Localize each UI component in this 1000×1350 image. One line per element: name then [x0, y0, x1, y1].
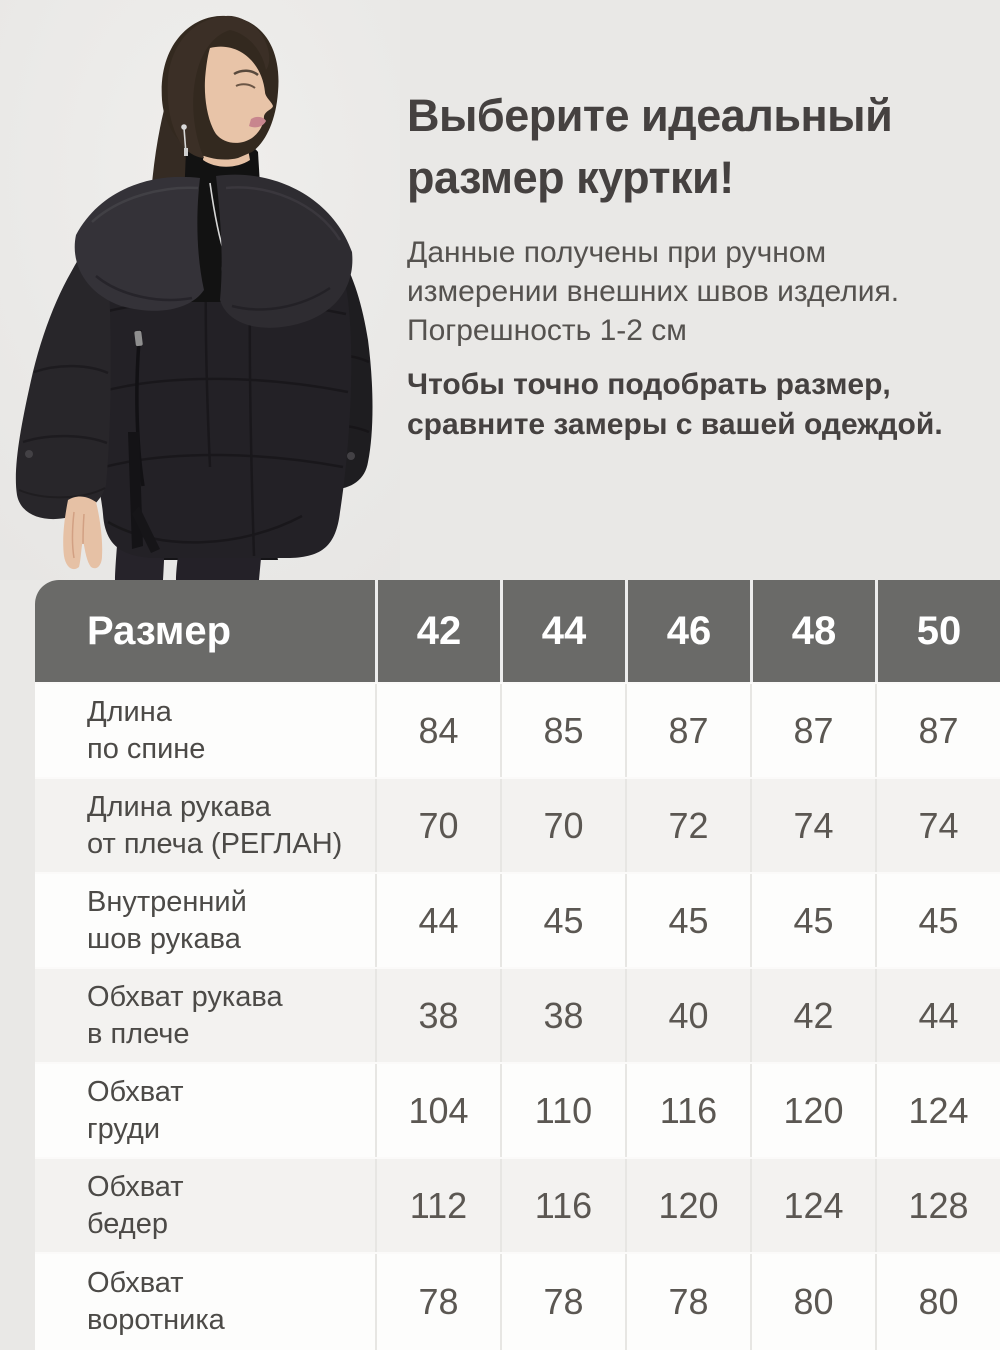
- table-row: Обхват бедер 112 116 120 124 128: [35, 1157, 1000, 1252]
- row-value: 78: [625, 1254, 750, 1350]
- size-column-header: 48: [750, 580, 875, 682]
- hanging-strap-tie: [132, 506, 160, 553]
- row-label-line: от плеча (РЕГЛАН): [87, 827, 343, 860]
- eyebrow: [233, 69, 259, 77]
- row-value: 45: [875, 874, 1000, 967]
- table-row: Длина по спине 84 85 87 87 87: [35, 682, 1000, 777]
- row-value: 44: [375, 874, 500, 967]
- cuff-toggle: [347, 452, 355, 460]
- row-value: 112: [375, 1159, 500, 1252]
- row-label-line: по спине: [87, 732, 206, 765]
- row-label: Обхват рукава в плече: [35, 969, 375, 1062]
- row-value: 120: [625, 1159, 750, 1252]
- row-label-line: шов рукава: [87, 922, 241, 955]
- lips: [249, 116, 266, 128]
- row-value: 124: [875, 1064, 1000, 1157]
- row-value: 42: [750, 969, 875, 1062]
- intro-block: Выберите идеальный размер куртки! Данные…: [407, 85, 985, 445]
- note-line: Чтобы точно подобрать размер,: [407, 368, 891, 401]
- size-column-header: 42: [375, 580, 500, 682]
- row-value: 74: [875, 779, 1000, 872]
- row-value: 84: [375, 684, 500, 777]
- row-value: 78: [500, 1254, 625, 1350]
- zipper-pull: [134, 330, 143, 347]
- row-value: 80: [750, 1254, 875, 1350]
- row-value: 85: [500, 684, 625, 777]
- row-label-line: в плече: [87, 1017, 190, 1050]
- closed-eye: [235, 83, 256, 89]
- row-value: 124: [750, 1159, 875, 1252]
- row-value: 104: [375, 1064, 500, 1157]
- row-label-line: Обхват рукава: [87, 980, 283, 1013]
- row-value: 44: [875, 969, 1000, 1062]
- row-value: 120: [750, 1064, 875, 1157]
- woman-in-puffer-jacket-illustration: [0, 0, 400, 580]
- head: [161, 15, 279, 160]
- row-value: 116: [625, 1064, 750, 1157]
- row-value: 45: [750, 874, 875, 967]
- table-row: Обхват рукава в плече 38 38 40 42 44: [35, 967, 1000, 1062]
- table-row: Обхват воротника 78 78 78 80 80: [35, 1252, 1000, 1350]
- row-value: 45: [625, 874, 750, 967]
- title-line: размер куртки!: [407, 152, 734, 203]
- row-value: 87: [750, 684, 875, 777]
- row-label: Длина по спине: [35, 684, 375, 777]
- row-label-line: Обхват: [87, 1170, 184, 1203]
- table-row: Обхват груди 104 110 116 120 124: [35, 1062, 1000, 1157]
- description-line: Погрешность 1-2 см: [407, 314, 687, 347]
- row-label: Внутренний шов рукава: [35, 874, 375, 967]
- earring: [181, 124, 188, 156]
- row-label: Обхват воротника: [35, 1254, 375, 1350]
- row-value: 128: [875, 1159, 1000, 1252]
- row-value: 87: [625, 684, 750, 777]
- row-label: Длина рукава от плеча (РЕГЛАН): [35, 779, 375, 872]
- measurement-description: Данные получены при ручном измерении вне…: [407, 233, 985, 350]
- row-label-line: Внутренний: [87, 885, 247, 918]
- row-value: 78: [375, 1254, 500, 1350]
- title-line: Выберите идеальный: [407, 90, 893, 141]
- size-table-body: Длина по спине 84 85 87 87 87 Длина рукава от пл…: [35, 682, 1000, 1350]
- size-table: Размер 42 44 46 48 50 Длина по спине 84 85 87 87 8…: [35, 580, 1000, 1350]
- row-value: 38: [500, 969, 625, 1062]
- sizing-advice-note: Чтобы точно подобрать размер, сравните з…: [407, 365, 985, 445]
- row-value: 38: [375, 969, 500, 1062]
- table-row: Внутренний шов рукава 44 45 45 45 45: [35, 872, 1000, 967]
- row-label: Обхват груди: [35, 1064, 375, 1157]
- row-label-line: Обхват: [87, 1075, 184, 1108]
- row-value: 45: [500, 874, 625, 967]
- side-zipper: [135, 329, 145, 487]
- row-value: 87: [875, 684, 1000, 777]
- row-value: 116: [500, 1159, 625, 1252]
- row-value: 110: [500, 1064, 625, 1157]
- row-value: 80: [875, 1254, 1000, 1350]
- note-line: сравните замеры с вашей одеждой.: [407, 408, 943, 441]
- row-label-line: Длина рукава: [87, 790, 271, 823]
- row-value: 74: [750, 779, 875, 872]
- page-title: Выберите идеальный размер куртки!: [407, 85, 985, 209]
- row-label-line: груди: [87, 1112, 161, 1145]
- size-column-header: 44: [500, 580, 625, 682]
- hair-front: [167, 15, 270, 158]
- size-column-header: 46: [625, 580, 750, 682]
- description-line: измерении внешних швов изделия.: [407, 275, 900, 308]
- row-value: 70: [500, 779, 625, 872]
- row-label-line: Обхват: [87, 1267, 184, 1299]
- description-line: Данные получены при ручном: [407, 236, 827, 269]
- row-value: 72: [625, 779, 750, 872]
- row-label-line: Длина: [87, 695, 172, 728]
- row-label-line: бедер: [87, 1207, 168, 1240]
- row-label: Обхват бедер: [35, 1159, 375, 1252]
- product-photo: [0, 0, 400, 580]
- left-hand: [63, 496, 103, 570]
- size-header-label: Размер: [87, 608, 232, 653]
- table-row: Длина рукава от плеча (РЕГЛАН) 70 70 72 74 74: [35, 777, 1000, 872]
- left-sleeve: [15, 238, 111, 520]
- row-value: 40: [625, 969, 750, 1062]
- size-column-header: 50: [875, 580, 1000, 682]
- cuff-toggle: [25, 450, 33, 458]
- puffer-collar: [74, 174, 353, 328]
- row-value: 70: [375, 779, 500, 872]
- row-label-line: воротника: [87, 1304, 225, 1336]
- size-table-header: Размер 42 44 46 48 50: [35, 580, 1000, 682]
